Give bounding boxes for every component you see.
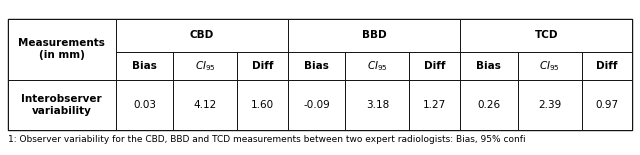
Bar bbox=[173, 80, 237, 130]
Bar bbox=[460, 80, 518, 130]
Text: Diff: Diff bbox=[424, 61, 445, 71]
Text: Bias: Bias bbox=[132, 61, 157, 71]
Bar bbox=[582, 52, 632, 80]
Text: Bias: Bias bbox=[476, 61, 501, 71]
Text: 3.18: 3.18 bbox=[366, 100, 389, 110]
Bar bbox=[582, 80, 632, 130]
Bar bbox=[116, 52, 173, 80]
Bar bbox=[288, 52, 346, 80]
Text: $\mathit{CI}_{95}$: $\mathit{CI}_{95}$ bbox=[195, 59, 216, 73]
Bar bbox=[518, 80, 582, 130]
Text: -0.09: -0.09 bbox=[303, 100, 330, 110]
Bar bbox=[410, 80, 460, 130]
Text: Interobserver
variability: Interobserver variability bbox=[21, 94, 102, 116]
Text: 1.60: 1.60 bbox=[251, 100, 274, 110]
Text: Diff: Diff bbox=[596, 61, 618, 71]
Text: $\mathit{CI}_{95}$: $\mathit{CI}_{95}$ bbox=[367, 59, 388, 73]
Text: Measurements
(in mm): Measurements (in mm) bbox=[19, 38, 105, 60]
Text: 2.39: 2.39 bbox=[538, 100, 561, 110]
Bar bbox=[288, 19, 460, 52]
Text: 1: Observer variability for the CBD, BBD and TCD measurements between two expert: 1: Observer variability for the CBD, BBD… bbox=[8, 135, 525, 144]
Text: BBD: BBD bbox=[362, 30, 387, 40]
Bar bbox=[173, 52, 237, 80]
Bar bbox=[237, 80, 288, 130]
Bar bbox=[410, 52, 460, 80]
Bar bbox=[116, 80, 173, 130]
Bar bbox=[518, 52, 582, 80]
Bar bbox=[346, 52, 410, 80]
Bar bbox=[288, 80, 346, 130]
Text: TCD: TCD bbox=[534, 30, 558, 40]
Text: 0.97: 0.97 bbox=[595, 100, 618, 110]
Text: CBD: CBD bbox=[189, 30, 214, 40]
Bar bbox=[460, 52, 518, 80]
Bar bbox=[8, 19, 116, 80]
Text: 4.12: 4.12 bbox=[193, 100, 217, 110]
Text: Diff: Diff bbox=[252, 61, 273, 71]
Text: 0.26: 0.26 bbox=[477, 100, 500, 110]
Bar bbox=[116, 19, 288, 52]
Text: 0.03: 0.03 bbox=[133, 100, 156, 110]
Bar bbox=[8, 19, 632, 130]
Bar bbox=[460, 19, 632, 52]
Bar bbox=[237, 52, 288, 80]
Text: Bias: Bias bbox=[304, 61, 329, 71]
Bar bbox=[346, 80, 410, 130]
Text: $\mathit{CI}_{95}$: $\mathit{CI}_{95}$ bbox=[539, 59, 560, 73]
Text: 1.27: 1.27 bbox=[423, 100, 447, 110]
Bar bbox=[8, 80, 116, 130]
